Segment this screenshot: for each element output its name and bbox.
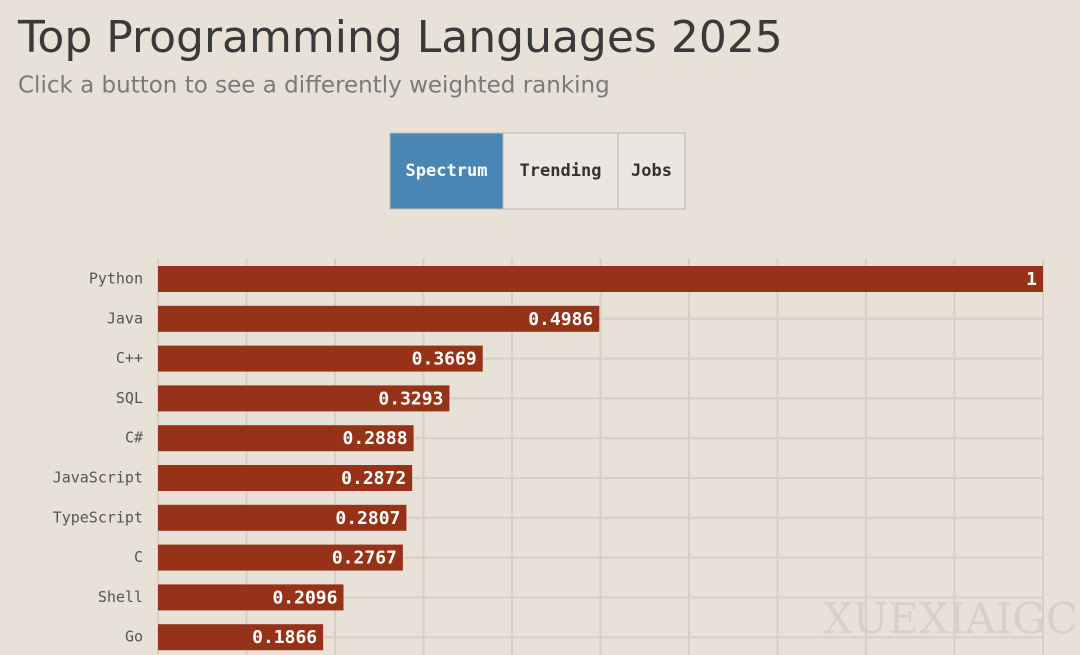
- category-label: Java: [107, 309, 143, 327]
- button-label[interactable]: Jobs: [631, 161, 672, 181]
- category-label: Python: [89, 270, 143, 288]
- bar: [158, 624, 324, 651]
- button[interactable]: [389, 132, 504, 210]
- category-label: Go: [125, 628, 143, 646]
- bar: [158, 305, 600, 332]
- button-label[interactable]: Trending: [520, 161, 602, 181]
- value-label: 0.2888: [343, 428, 408, 449]
- category-label: SQL: [116, 389, 143, 407]
- value-label: 0.2807: [335, 508, 400, 529]
- button[interactable]: [502, 132, 619, 210]
- value-label: 0.1866: [252, 627, 317, 648]
- button[interactable]: [617, 132, 686, 210]
- value-label: 0.2872: [341, 468, 406, 489]
- title: Top Programming Languages 2025: [17, 12, 783, 63]
- bar: [158, 266, 1043, 292]
- value-label: 0.2767: [332, 548, 397, 569]
- button-label[interactable]: Spectrum: [406, 161, 488, 181]
- category-label: TypeScript: [53, 508, 143, 526]
- bar: [158, 425, 414, 452]
- value-label: 0.3669: [412, 349, 477, 370]
- category-label: C++: [116, 349, 143, 367]
- value-label: 0.2096: [272, 587, 337, 608]
- watermark: XUEXIAIGC: [823, 594, 1078, 643]
- value-label: 1: [1026, 269, 1037, 290]
- bar: [158, 385, 450, 412]
- category-label: C#: [125, 429, 143, 447]
- category-label: Shell: [98, 588, 143, 606]
- bar: [158, 465, 413, 491]
- button-group: Spectrum Trending Jobs: [389, 132, 686, 210]
- bar: [158, 584, 344, 611]
- bars: Python 1 Java 0.4986 C++ 0.3669 SQL 0.3293 C# 0.2…: [53, 266, 1043, 651]
- bar: [158, 504, 407, 531]
- bar: [158, 345, 483, 372]
- bar: [158, 544, 403, 571]
- subtitle: Click a button to see a differently weig…: [18, 73, 610, 99]
- category-label: JavaScript: [53, 469, 143, 487]
- value-label: 0.3293: [378, 388, 443, 409]
- value-label: 0.4986: [528, 309, 593, 330]
- category-label: C: [134, 548, 143, 566]
